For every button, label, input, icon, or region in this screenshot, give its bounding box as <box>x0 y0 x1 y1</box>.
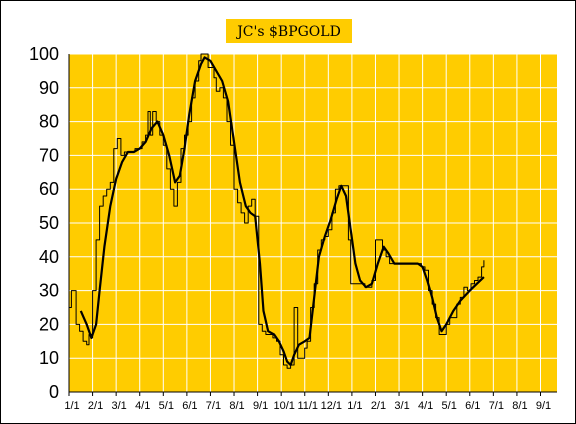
y-tick-label: 30 <box>39 281 59 301</box>
x-tick-label: 7/1 <box>489 400 504 412</box>
x-tick-label: 5/1 <box>159 400 174 412</box>
y-tick-label: 70 <box>39 145 59 165</box>
x-tick-label: 10/1 <box>273 400 294 412</box>
y-tick-label: 40 <box>39 247 59 267</box>
x-tick-label: 2/1 <box>88 400 103 412</box>
title-background <box>226 19 352 43</box>
series-line-smoothed <box>79 56 485 367</box>
x-tick-label: 3/1 <box>112 400 127 412</box>
series-lines <box>69 53 485 369</box>
x-tick-label: 8/1 <box>229 400 244 412</box>
x-tick-label: 11/1 <box>297 400 318 412</box>
y-tick-label: 50 <box>39 213 59 233</box>
x-tick-label: 2/1 <box>371 400 386 412</box>
y-tick-label: 100 <box>29 44 59 64</box>
y-axis-tick-labels: 0 10 20 30 40 50 60 70 80 90 100 <box>29 44 59 402</box>
x-tick-label: 6/1 <box>465 400 480 412</box>
chart-title-box: JC's $BPGOLD <box>226 19 352 43</box>
x-tick-label: 9/1 <box>253 400 268 412</box>
x-tick-label: 6/1 <box>182 400 197 412</box>
x-axis-tick-labels: 1/1 2/1 3/1 4/1 5/1 6/1 7/1 8/1 9/1 10/1 11/1 12/1 1… <box>64 392 551 412</box>
x-tick-label: 8/1 <box>512 400 527 412</box>
x-tick-label: 1/1 <box>347 400 362 412</box>
y-tick-label: 80 <box>39 112 59 132</box>
x-tick-label: 7/1 <box>206 400 221 412</box>
chart-title: JC's $BPGOLD <box>235 24 341 40</box>
x-tick-label: 1/1 <box>64 400 79 412</box>
x-tick-label: 4/1 <box>135 400 150 412</box>
y-tick-label: 10 <box>39 348 59 368</box>
x-tick-label: 3/1 <box>394 400 409 412</box>
y-tick-label: 90 <box>39 78 59 98</box>
y-tick-label: 60 <box>39 179 59 199</box>
y-tick-label: 20 <box>39 314 59 334</box>
x-tick-label: 5/1 <box>442 400 457 412</box>
gridlines <box>69 53 557 392</box>
y-tick-label: 0 <box>49 382 59 402</box>
x-tick-label: 9/1 <box>536 400 551 412</box>
x-tick-label: 12/1 <box>321 400 342 412</box>
x-tick-label: 4/1 <box>418 400 433 412</box>
